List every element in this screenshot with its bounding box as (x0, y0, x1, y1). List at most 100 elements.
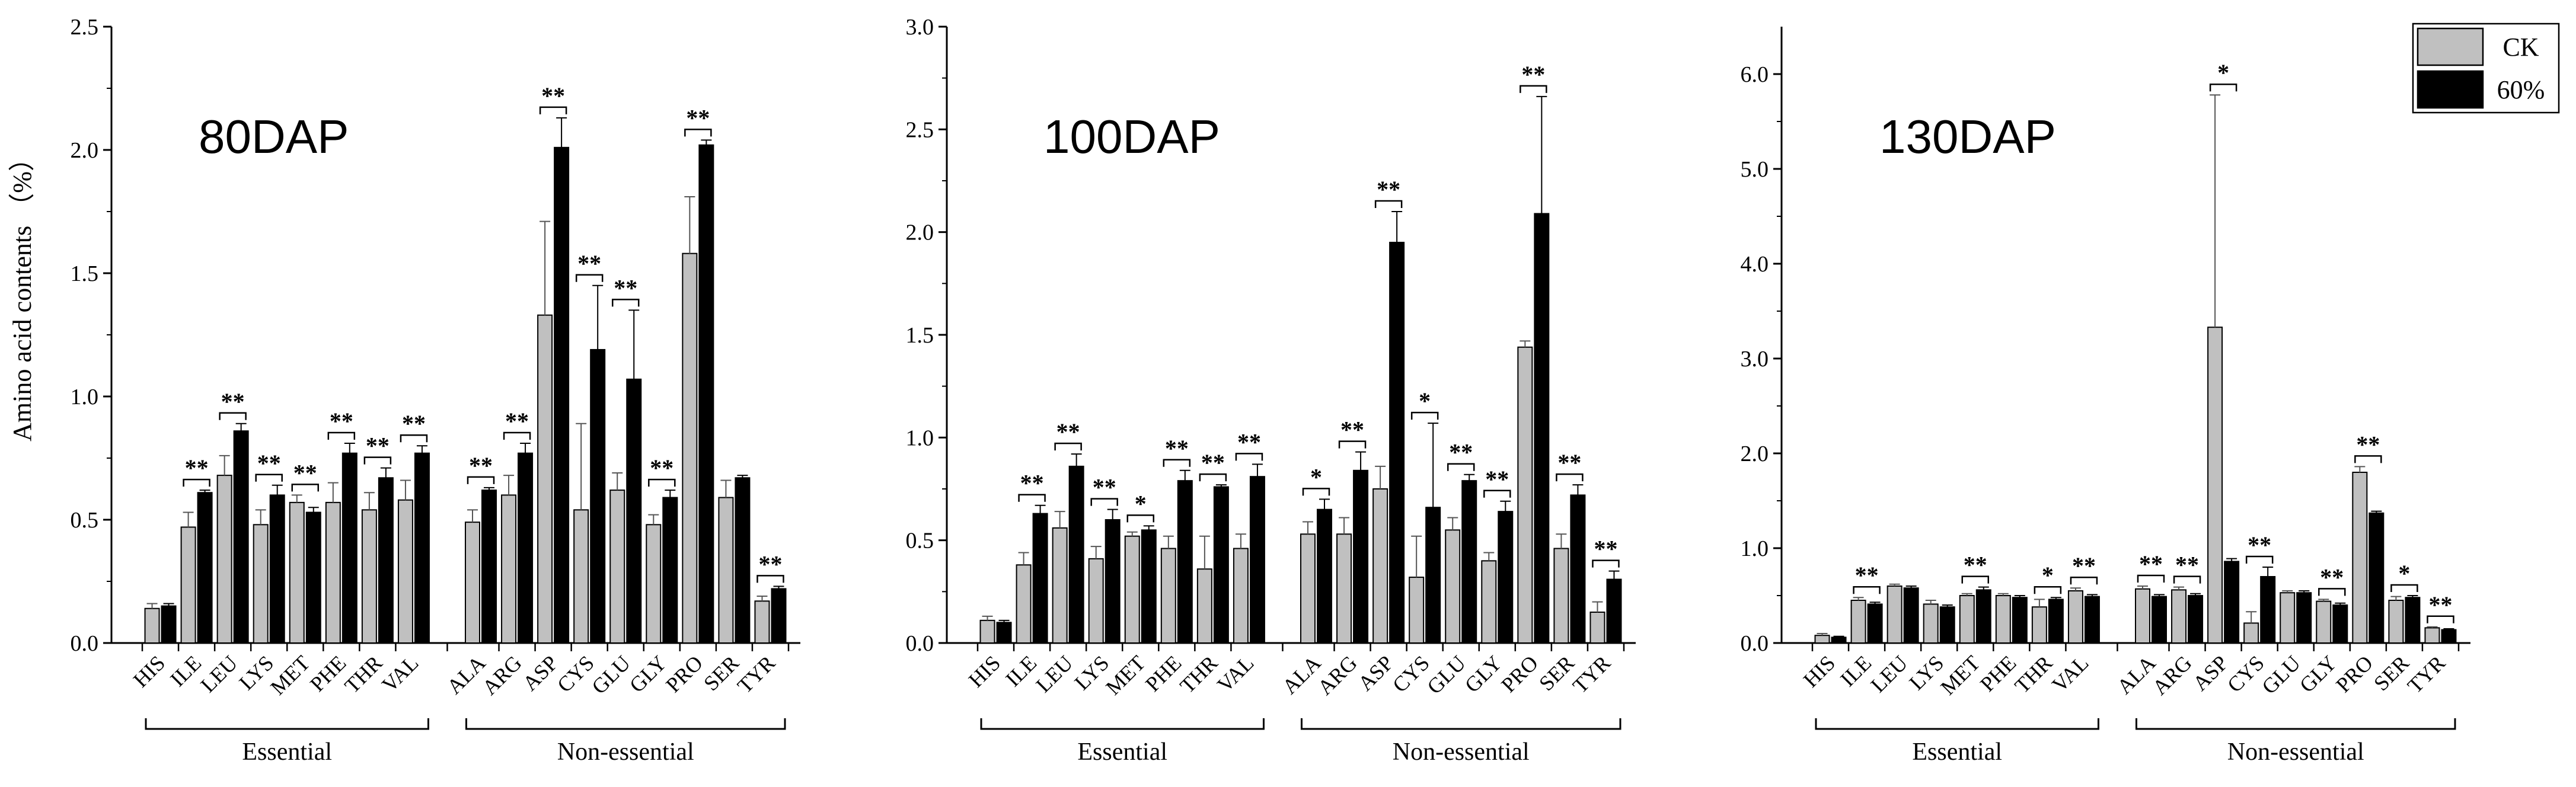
significance-bracket (1235, 453, 1263, 461)
bar-group-ile: ** (180, 455, 213, 644)
y-tick-label: 2.5 (71, 15, 99, 40)
x-tick-label: GLY (2295, 651, 2341, 697)
bar-group-cys: ** (2243, 532, 2276, 644)
bar-ck-asp (537, 314, 553, 644)
bar-treatment-pro (2368, 512, 2385, 644)
group-bracket-non-essential (2135, 718, 2456, 730)
significance-bracket (291, 484, 320, 492)
bar-group-asp: * (2207, 59, 2240, 644)
significance-bracket (756, 575, 784, 583)
significance-marker: ** (541, 82, 565, 109)
bar-treatment-phe (2012, 597, 2028, 644)
x-tick-label: PHE (1975, 651, 2020, 696)
significance-bracket (503, 431, 531, 440)
bar-group-arg: ** (501, 408, 534, 644)
significance-bracket (611, 299, 640, 307)
bar-treatment-cys (2260, 576, 2276, 644)
significance-marker: ** (686, 104, 710, 131)
bar-ck-ala (465, 522, 480, 644)
bar-group-glu: ** (1445, 439, 1477, 644)
significance-marker: * (1310, 463, 1322, 490)
y-tick-label: 5.0 (1741, 157, 1769, 182)
bar-treatment-pro (698, 144, 714, 644)
bar-ck-pro (2352, 472, 2368, 644)
x-tick-label: MET (266, 651, 314, 699)
bar-group-gly: ** (1481, 466, 1514, 644)
bar-group-asp: ** (1372, 176, 1405, 644)
bar-treatment-pro (1534, 213, 1550, 644)
significance-bracket (2173, 575, 2201, 584)
x-tick-label: PRO (661, 651, 707, 697)
bar-treatment-arg (1353, 469, 1369, 644)
legend: CK 60% (2412, 23, 2560, 114)
bar-treatment-lys (1939, 606, 1955, 644)
x-tick-label: ILE (1001, 651, 1041, 691)
bar-treatment-gly (1498, 511, 1514, 644)
bar-treatment-lys (269, 494, 285, 644)
bar-treatment-ser (2405, 597, 2421, 644)
x-tick-label: VAL (377, 651, 423, 696)
bar-ck-arg (1336, 533, 1352, 644)
significance-bracket (575, 274, 604, 282)
significance-bracket (1302, 488, 1330, 496)
bar-ck-cys (1409, 577, 1425, 644)
bar-ck-ile (1016, 564, 1032, 644)
y-tick-label: 1.0 (906, 426, 934, 450)
x-tick-label: LEU (1032, 651, 1078, 697)
panel-title: 100DAP (1043, 110, 1220, 163)
bar-treatment-met (1141, 529, 1157, 644)
significance-bracket (2318, 588, 2346, 596)
bar-treatment-tyr (1606, 578, 1622, 644)
significance-bracket (1090, 498, 1118, 506)
significance-bracket (684, 129, 712, 137)
bar-ck-his (144, 607, 160, 644)
bar-group-met: ** (289, 459, 321, 644)
significance-marker: ** (1485, 466, 1509, 492)
bar-group-thr: * (2031, 562, 2064, 644)
significance-bracket (183, 478, 210, 487)
bar-group-gly: ** (2316, 564, 2348, 644)
x-tick-label: SER (699, 651, 743, 695)
bar-ck-val (397, 499, 413, 644)
bar-ck-ser (718, 497, 734, 644)
significance-bracket (2137, 574, 2165, 583)
bar-group-ala: ** (2135, 551, 2167, 644)
bar-ck-met (1124, 535, 1140, 644)
bar-group-ser: * (2388, 560, 2421, 644)
bar-group-lys: ** (1088, 474, 1121, 644)
bar-group-arg: ** (2171, 552, 2204, 644)
significance-bracket (219, 412, 247, 420)
significance-marker: * (2042, 562, 2054, 588)
bar-group-phe: ** (325, 408, 357, 644)
chart-panels: 0.00.51.01.52.02.5HIS**ILE**LEU**LYS**ME… (71, 15, 2470, 766)
x-tick-label: ARG (2148, 651, 2197, 699)
bar-ck-ile (1850, 600, 1866, 644)
bar-group-ile: ** (1850, 562, 1883, 644)
y-tick-label: 6.0 (1741, 62, 1769, 87)
significance-marker: ** (402, 410, 426, 437)
x-tick-label: MET (1936, 651, 1984, 699)
bar-group-glu (2280, 590, 2312, 644)
significance-marker: ** (2248, 532, 2271, 558)
bar-treatment-ile (1867, 603, 1883, 644)
bar-ck-ala (2135, 588, 2150, 644)
significance-marker: ** (614, 274, 637, 301)
significance-bracket (1163, 459, 1191, 467)
significance-bracket (1199, 473, 1227, 482)
x-tick-label: THR (2010, 651, 2057, 698)
bar-treatment-asp (1389, 242, 1405, 644)
x-tick-label: ASP (1354, 651, 1398, 695)
x-tick-label: GLU (587, 651, 635, 699)
significance-marker: ** (1201, 449, 1225, 476)
y-tick-label: 2.0 (906, 220, 934, 245)
panel-title: 80DAP (199, 110, 349, 163)
x-tick-label: HIS (129, 651, 170, 692)
x-tick-label: GLU (2257, 651, 2305, 699)
group-label-non-essential: Non-essential (557, 738, 694, 766)
bar-ck-thr (361, 509, 377, 644)
bar-group-val: ** (2067, 552, 2100, 644)
significance-bracket (363, 456, 392, 465)
bar-group-ala: * (1300, 463, 1332, 644)
y-tick-label: 2.0 (71, 138, 99, 163)
